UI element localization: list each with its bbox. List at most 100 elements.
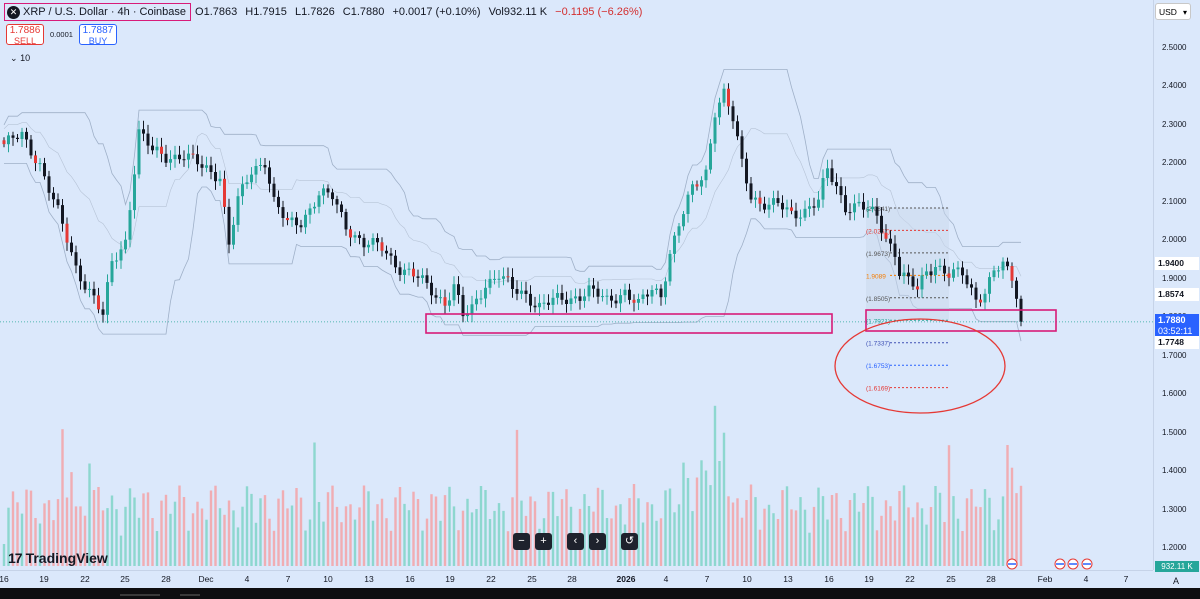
candle-body (101, 309, 105, 315)
volume-bar (430, 494, 433, 566)
candle-body (416, 276, 420, 278)
candle-body (925, 271, 928, 276)
volume-bar (673, 512, 676, 566)
volume-bar (7, 507, 10, 566)
volume-bar (529, 496, 532, 566)
reset-button[interactable]: ↺ (621, 533, 638, 550)
buy-button[interactable]: 1.7887 BUY (78, 24, 117, 46)
volume-bar (866, 486, 870, 566)
volume-bar (781, 490, 784, 566)
price-axis[interactable] (1153, 0, 1200, 570)
volume-bar (142, 493, 145, 566)
candle-body (43, 163, 46, 177)
candle-body (214, 172, 217, 182)
volume-bar (848, 500, 852, 566)
volume-bar (668, 488, 672, 566)
volume-bar (434, 496, 438, 566)
volume-bar (938, 492, 942, 566)
volume-bar (920, 508, 924, 566)
volume-bar (515, 429, 519, 566)
time-tick: Feb (1037, 574, 1053, 584)
candle-body (938, 265, 942, 267)
volume-bar (160, 500, 163, 566)
volume-bar (884, 500, 888, 566)
volume-bar (137, 517, 141, 566)
volume-bar (65, 497, 69, 566)
indicator-toggle[interactable]: ⌄ 10 (10, 53, 30, 64)
candle-body (911, 276, 915, 287)
zoom-in-button[interactable]: + (535, 533, 552, 550)
candle-body (344, 212, 348, 230)
volume-bar (911, 517, 915, 566)
volume-bar (97, 487, 100, 566)
candle-body (853, 203, 856, 213)
candle-body (371, 238, 375, 245)
candle-body (236, 196, 240, 225)
volume-bar (889, 506, 892, 566)
symbol-box[interactable]: ✕ XRP / U.S. Dollar · 4h · Coinbase (4, 3, 192, 21)
fib-zone (866, 207, 949, 321)
price-tick: 2.3000 (1162, 119, 1187, 129)
candle-body (515, 289, 519, 294)
zoom-out-button[interactable]: − (513, 533, 530, 550)
volume-bar (155, 531, 159, 566)
volume-bar (250, 493, 253, 566)
sell-button[interactable]: 1.7886 SELL (6, 24, 44, 46)
volume-bar (223, 514, 226, 566)
time-tick: 7 (285, 574, 291, 584)
candle-body (223, 178, 226, 207)
candle-body (884, 232, 888, 239)
volume-bar (236, 527, 240, 566)
candle-body (803, 208, 807, 218)
volume-bar (839, 518, 843, 566)
candle-body (92, 288, 96, 296)
candle-body (313, 206, 316, 209)
auto-scale-button[interactable]: A (1173, 576, 1180, 586)
volume-bar (425, 518, 429, 566)
volume-bar (488, 519, 492, 566)
volume-bar (416, 499, 420, 566)
time-tick: 22 (905, 574, 915, 584)
volume-bar (83, 515, 87, 566)
candle-body (443, 297, 447, 306)
chart-header: ✕ XRP / U.S. Dollar · 4h · Coinbase O1.7… (4, 3, 647, 21)
candle-body (142, 129, 145, 134)
candle-body (740, 136, 744, 159)
candle-body (70, 242, 73, 253)
candle-body (479, 298, 483, 300)
volume-bar (758, 529, 762, 566)
tradingview-mark-icon: 17 (8, 550, 23, 566)
currency-select[interactable]: USD (1155, 3, 1191, 21)
volume-bar (308, 519, 312, 566)
candle-body (664, 281, 667, 298)
volume-bar (331, 485, 334, 566)
volume-bar (34, 518, 37, 566)
volume-bar (209, 490, 213, 566)
candle-body (452, 284, 456, 301)
scroll-right-button[interactable]: › (589, 533, 606, 550)
volume-bar (749, 484, 753, 566)
lower-band-line (4, 163, 1022, 342)
close-value: C1.7880 (342, 6, 385, 18)
candle-body (812, 206, 816, 208)
candle-body (281, 207, 285, 218)
price-tick: 1.6000 (1162, 389, 1187, 399)
symbol-title[interactable]: XRP / U.S. Dollar · 4h · Coinbase (23, 6, 187, 18)
scroll-left-button[interactable]: ‹ (567, 533, 584, 550)
price-tick: 1.4000 (1162, 466, 1187, 476)
volume-bar (745, 500, 748, 566)
candle-body (754, 197, 757, 200)
candle-body (304, 214, 307, 228)
price-tick: 2.1000 (1162, 196, 1187, 206)
volume-bar (218, 508, 222, 566)
change-value: +0.0017 (+0.10%) (392, 6, 481, 18)
time-axis[interactable] (0, 570, 1153, 589)
fib-level-label: (2.0257) (866, 228, 890, 235)
candle-body (106, 282, 109, 315)
volume-bar (421, 530, 424, 566)
volume-bar (191, 513, 195, 566)
volume-bar (317, 502, 321, 566)
volume-bar (412, 491, 415, 566)
candle-body (461, 295, 465, 317)
